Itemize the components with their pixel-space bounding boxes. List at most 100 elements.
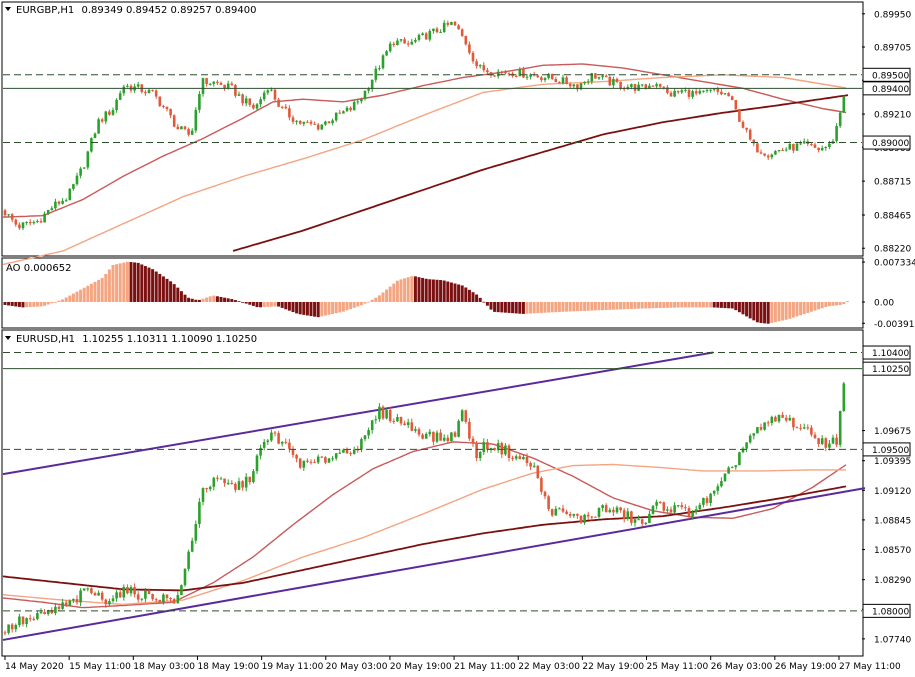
candle-body (802, 427, 806, 429)
candle-body (655, 84, 658, 87)
ao-bar (547, 301, 551, 313)
candle-body (126, 85, 129, 87)
candle-body (766, 155, 770, 158)
ao-bar (151, 269, 155, 302)
moving-average-line (2, 441, 847, 609)
y-tick-label: 1.08845 (874, 516, 911, 526)
ao-bar (388, 286, 392, 302)
eurgbp-header[interactable]: EURGBP,H1 0.89349 0.89452 0.89257 0.8940… (5, 5, 256, 16)
candle-body (43, 611, 46, 615)
ao-bar (176, 287, 180, 302)
candle-body (673, 505, 676, 513)
candle-body (10, 624, 14, 630)
ao-bar (759, 301, 763, 323)
candle-body (370, 79, 374, 90)
candle-body (388, 409, 392, 422)
time-tick-label: 25 May 11:00 (647, 662, 709, 672)
candle-body (820, 147, 824, 151)
candle-body (442, 437, 446, 441)
candle-body (212, 477, 216, 487)
candle-body (126, 586, 129, 594)
candle-body (205, 78, 208, 84)
eurusd-header[interactable]: EURUSD,H1 1.10255 1.10311 1.10090 1.1025… (5, 334, 257, 345)
ao-bar (766, 301, 770, 324)
candle-body (712, 88, 716, 90)
candle-body (565, 77, 568, 84)
candle-body (352, 102, 356, 111)
ao-bar (241, 301, 245, 303)
candle-body (626, 87, 630, 89)
candle-body (543, 78, 547, 81)
candle-body (385, 51, 388, 56)
candle-body (637, 84, 640, 91)
ao-bar (773, 301, 777, 323)
dropdown-triangle-icon[interactable] (5, 336, 11, 340)
candle-body (331, 458, 334, 460)
ao-bar (518, 301, 522, 314)
candle-body (608, 76, 612, 86)
ao-bar (370, 299, 374, 302)
ao-bar (273, 301, 277, 307)
candle-body (414, 429, 417, 431)
ao-bar (673, 301, 677, 308)
candle-body (745, 127, 748, 130)
ao-y-tick-label: -0.003917 (874, 320, 915, 330)
y-tick-label: 1.09675 (874, 427, 911, 437)
ao-bar (637, 301, 641, 309)
candle-body (601, 75, 604, 78)
candle-body (381, 406, 385, 419)
candle-body (482, 65, 486, 71)
candle-body (244, 98, 248, 104)
time-tick-label: 14 May 2020 (5, 662, 64, 672)
ao-bar (579, 301, 583, 312)
candle-body (651, 85, 655, 87)
dropdown-triangle-icon[interactable] (5, 7, 11, 11)
ao-bar (172, 284, 176, 302)
candle-body (622, 510, 626, 519)
candle-body (108, 601, 111, 605)
ao-bar (82, 287, 86, 302)
ao-bar (35, 301, 39, 307)
price-level-label: 1.10400 (872, 349, 909, 359)
candle-body (633, 519, 637, 523)
candle-body (518, 456, 522, 460)
candle-body (147, 590, 151, 594)
candle-body (252, 104, 255, 109)
candle-body (702, 90, 705, 92)
ao-bar (795, 301, 799, 317)
candle-body (720, 481, 723, 487)
candle-body (774, 416, 777, 422)
channel-upper-line (2, 351, 714, 476)
ao-bar (615, 301, 619, 310)
candle-body (97, 119, 100, 134)
ao-bar (140, 264, 144, 302)
candle-body (25, 221, 28, 223)
candle-body (536, 75, 540, 78)
candle-body (345, 107, 349, 112)
moving-average-line (2, 463, 846, 606)
candle-body (464, 410, 468, 422)
candle-body (676, 505, 680, 507)
ao-bar (374, 297, 378, 302)
candle-body (374, 68, 378, 80)
candle-body (705, 498, 709, 504)
ao-bar (32, 301, 36, 307)
candle-body (507, 73, 511, 75)
candle-body (730, 467, 734, 469)
candle-body (561, 508, 565, 512)
candle-body (248, 98, 252, 105)
ao-bar (464, 287, 468, 302)
candle-body (46, 610, 50, 615)
ao-bar (338, 301, 342, 313)
candle-body (684, 507, 687, 509)
ao-bar (683, 301, 687, 308)
candle-body (734, 465, 738, 468)
ao-bar (763, 301, 767, 324)
ao-bar (403, 278, 407, 302)
candle-body (36, 613, 39, 620)
candle-body (662, 502, 666, 511)
price-level-tag (862, 361, 911, 376)
candle-body (525, 76, 529, 78)
candle-body (392, 421, 396, 423)
